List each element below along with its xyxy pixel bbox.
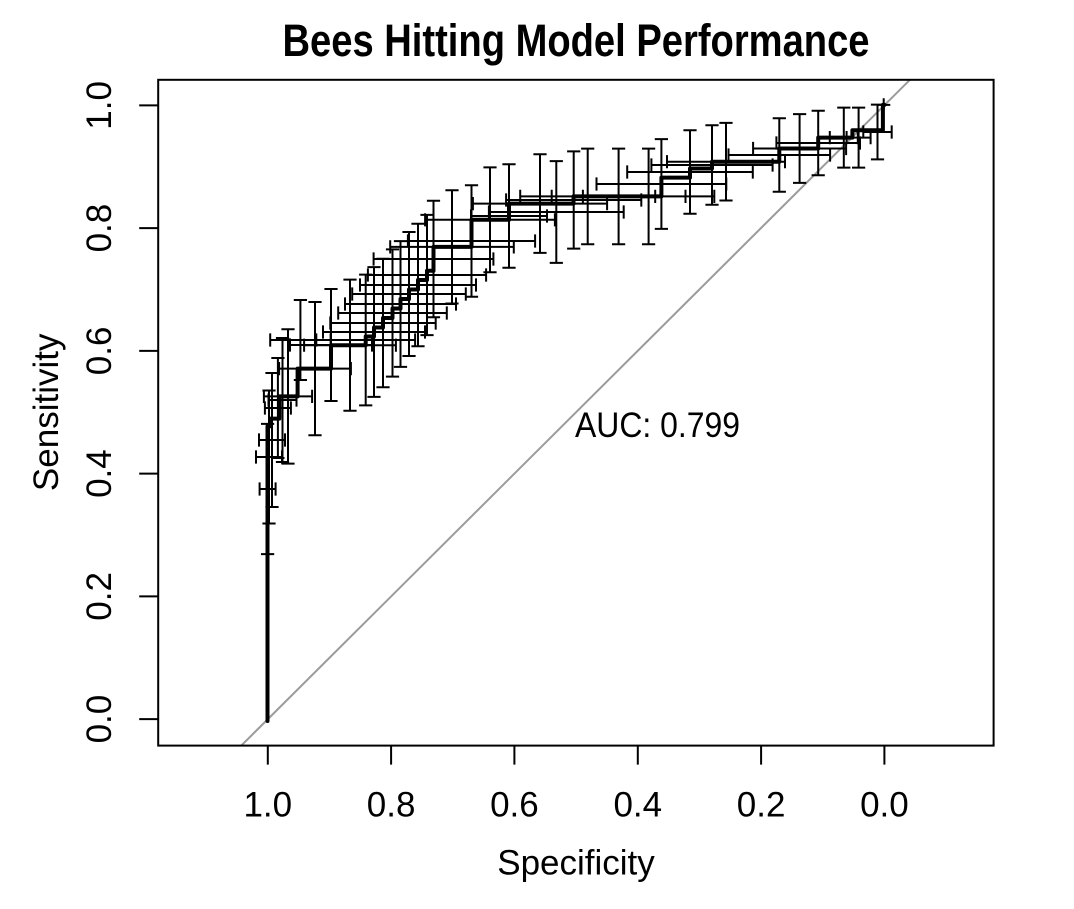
svg-text:0.2: 0.2: [80, 572, 119, 621]
svg-text:0.4: 0.4: [613, 786, 662, 825]
svg-text:1.0: 1.0: [243, 786, 292, 825]
svg-text:Specificity: Specificity: [497, 843, 655, 882]
svg-text:0.6: 0.6: [80, 327, 119, 376]
svg-text:0.6: 0.6: [490, 786, 539, 825]
svg-text:0.8: 0.8: [80, 204, 119, 253]
svg-text:0.0: 0.0: [860, 786, 909, 825]
svg-text:Bees Hitting Model Performance: Bees Hitting Model Performance: [283, 15, 870, 66]
svg-text:0.0: 0.0: [80, 695, 119, 744]
svg-text:Sensitivity: Sensitivity: [27, 333, 66, 491]
svg-text:1.0: 1.0: [80, 81, 119, 130]
svg-text:AUC: 0.799: AUC: 0.799: [575, 406, 740, 445]
svg-text:0.8: 0.8: [367, 786, 416, 825]
svg-text:0.4: 0.4: [80, 449, 119, 498]
svg-text:0.2: 0.2: [737, 786, 786, 825]
